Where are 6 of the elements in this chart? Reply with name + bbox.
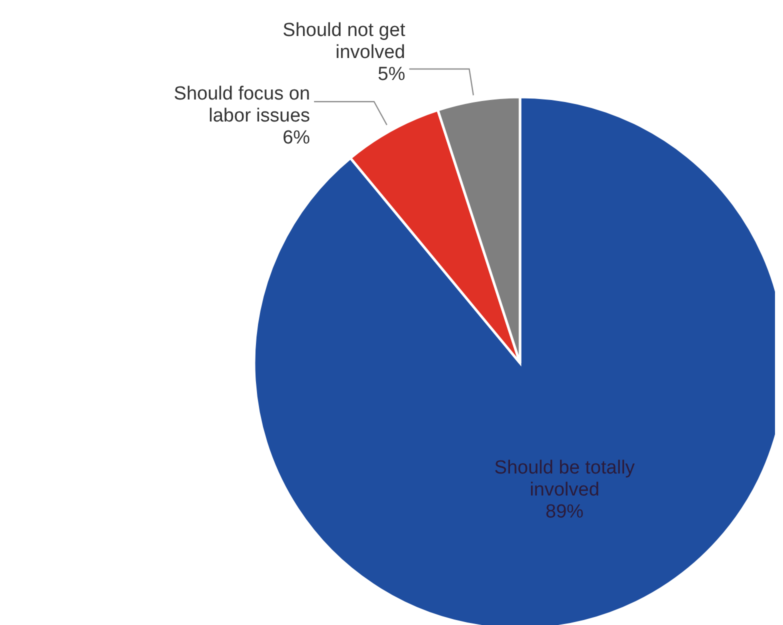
- data-label: 89%: [546, 502, 584, 523]
- slice-label: Should be totally involved: [494, 458, 636, 501]
- slice-label: Should focus on labor issues: [174, 84, 310, 127]
- slice-label: Should not get involved: [282, 20, 406, 63]
- data-label: 5%: [378, 64, 406, 85]
- data-label: 6%: [282, 128, 310, 149]
